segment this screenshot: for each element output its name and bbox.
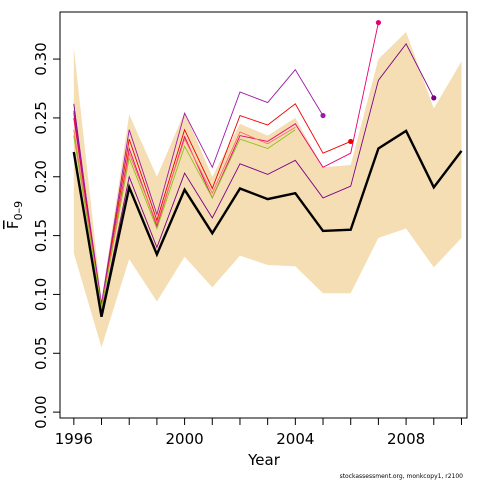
- series-line-0: [72, 129, 463, 318]
- svg-text:F0–9: F0–9: [4, 201, 25, 229]
- series-end-point-2: [375, 19, 382, 26]
- series-line-4: [73, 68, 324, 304]
- y-tick-label: 0.05: [32, 337, 50, 370]
- y-tick-label: 0.15: [32, 219, 50, 252]
- y-axis-title-sub: 0–9: [12, 201, 25, 221]
- series-line-2: [73, 22, 379, 310]
- x-tick-label: 1996: [55, 430, 93, 448]
- footnote: stockassessment.org, monkcopy1, r2100: [340, 473, 464, 480]
- y-tick-label: 0.10: [32, 278, 50, 311]
- confidence-band: [73, 32, 462, 348]
- series-line-6: [73, 129, 296, 309]
- series-end-point-3: [348, 138, 354, 145]
- y-axis: 0.00 0.05 0.10 0.15 0.20 0.25 0.30: [32, 42, 60, 429]
- series-line-3: [73, 103, 351, 307]
- y-tick-label: 0.30: [32, 42, 50, 75]
- series-end-point-4: [320, 112, 326, 119]
- x-tick-label: 2004: [276, 430, 314, 448]
- x-axis-title: Year: [247, 451, 281, 469]
- series-layer: [72, 19, 463, 318]
- x-tick-label: 2008: [387, 430, 425, 448]
- y-axis-title-main: F: [4, 220, 22, 229]
- series-line-1: [73, 42, 435, 314]
- x-axis: 1996 2000 2004 2008: [55, 417, 462, 448]
- series-end-point-1: [431, 95, 437, 101]
- confidence-band-layer: [73, 32, 462, 348]
- y-tick-label: 0.25: [32, 101, 50, 134]
- y-tick-label: 0.00: [32, 395, 50, 428]
- x-tick-label: 2000: [165, 430, 203, 448]
- y-tick-label: 0.20: [32, 160, 50, 193]
- y-axis-title: F0–9: [4, 201, 25, 229]
